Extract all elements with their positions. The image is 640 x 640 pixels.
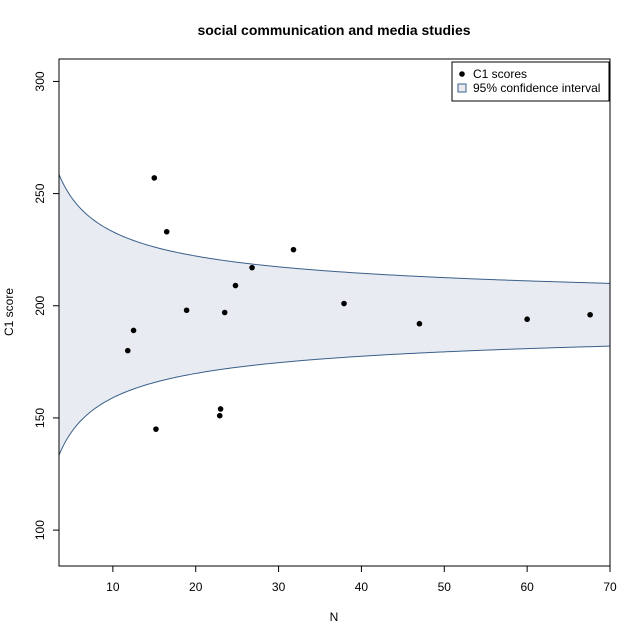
- data-point: [217, 406, 224, 412]
- data-point: [341, 300, 347, 307]
- data-point: [524, 316, 530, 323]
- x-axis-label: N: [330, 610, 339, 624]
- plot-area: [59, 174, 610, 456]
- legend-box: [451, 61, 610, 102]
- y-tick-label: 100: [33, 520, 47, 540]
- x-tick-label: 40: [355, 580, 369, 594]
- chart-title: social communication and media studies: [197, 22, 470, 38]
- y-tick-label: 250: [33, 183, 47, 203]
- confidence-lower-bound: [59, 345, 610, 456]
- x-tick-label: 10: [106, 580, 120, 594]
- x-tick-label: 70: [603, 580, 617, 594]
- confidence-upper-bound: [59, 174, 610, 284]
- data-point: [216, 412, 223, 419]
- data-point: [163, 228, 170, 235]
- data-point: [130, 327, 137, 334]
- legend-band-marker: [457, 83, 467, 93]
- legend-point-marker: [459, 71, 465, 77]
- data-point: [587, 311, 593, 318]
- data-point: [416, 320, 423, 327]
- data-point: [151, 175, 158, 181]
- y-axis: 100 150 200 250 300: [33, 71, 59, 540]
- x-tick-label: 30: [272, 580, 286, 594]
- x-tick-label: 50: [438, 580, 452, 594]
- data-point: [221, 309, 228, 316]
- data-point: [290, 246, 297, 253]
- x-tick-label: 60: [520, 580, 534, 594]
- data-points: [124, 175, 593, 432]
- x-axis: 10 20 30 40 50 60 70: [106, 566, 617, 594]
- data-point: [183, 307, 190, 314]
- x-tick-label: 20: [189, 580, 203, 594]
- confidence-band: [59, 174, 610, 456]
- data-point: [232, 282, 239, 289]
- y-tick-label: 200: [33, 295, 47, 315]
- legend: C1 scores 95% confidence interval: [451, 61, 610, 102]
- y-tick-label: 300: [33, 71, 47, 91]
- data-point: [153, 426, 159, 432]
- y-axis-label: C1 score: [2, 288, 16, 336]
- data-point: [124, 347, 131, 354]
- legend-entry-interval: 95% confidence interval: [473, 81, 600, 95]
- y-tick-label: 150: [33, 408, 47, 428]
- legend-entry-scores: C1 scores: [473, 67, 527, 81]
- data-point: [249, 264, 255, 271]
- plot-frame: [58, 58, 611, 567]
